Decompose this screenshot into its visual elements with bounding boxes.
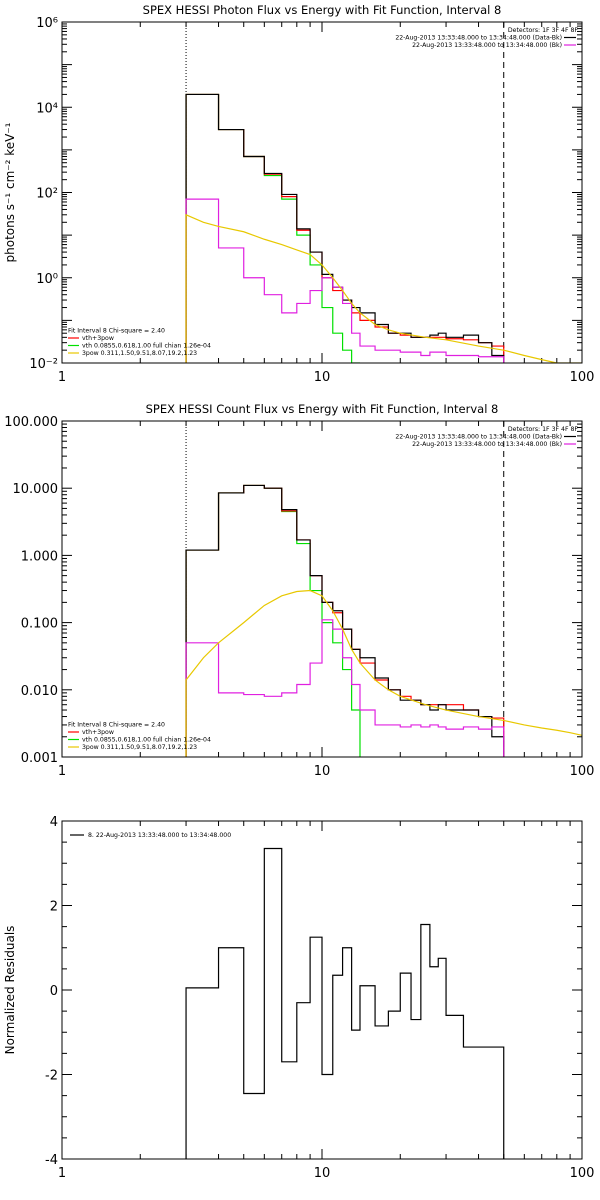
legend-entry: 22-Aug-2013 13:33:48.000 to 13:34:48.000…: [412, 441, 562, 448]
legend-entry: 22-Aug-2013 13:33:48.000 to 13:34:48.000…: [412, 42, 562, 49]
legend-entry: vth+3pow: [82, 729, 114, 736]
y-tick-label: 10.000: [13, 482, 59, 497]
y-tick-label: -2: [45, 1069, 58, 1084]
series-group: [185, 484, 582, 757]
y-tick-label: 0.001: [21, 751, 58, 766]
plot-frame: [61, 420, 583, 758]
series-group: [185, 847, 505, 1159]
series-line: [185, 93, 360, 363]
y-tick-label: 10⁴: [36, 101, 58, 116]
y-tick-label: -4: [45, 1153, 58, 1168]
y-axis-label: Normalized Residuals: [3, 926, 17, 1055]
series-line: [185, 484, 505, 757]
x-tick-label: 1: [58, 370, 66, 385]
legend-entry: 22-Aug-2013 13:33:48.000 to 13:34:48.000…: [395, 434, 562, 441]
y-tick-label: 2: [50, 900, 58, 915]
photon-flux-panel: SPEX HESSI Photon Flux vs Energy with Fi…: [3, 3, 594, 385]
chart-title: SPEX HESSI Count Flux vs Energy with Fit…: [146, 402, 499, 416]
x-tick-label: 100: [570, 1166, 595, 1181]
legend-entry: 3pow 0.311,1.50,9.51,8.07,19.2,1.23: [82, 744, 197, 751]
legend-entry: vth 0.0855,0.618,1.00 full chian 1.26e-0…: [82, 737, 211, 744]
legend-entry: Fit Interval 8 Chi-square = 2.40: [68, 722, 165, 729]
legend-entry: vth+3pow: [82, 335, 114, 342]
plot-frame: [61, 820, 583, 1160]
y-tick-label: 10⁶: [36, 16, 58, 31]
y-axis-label: photons s⁻¹ cm⁻² keV⁻¹: [3, 122, 17, 262]
series-group: [185, 93, 582, 363]
residuals-panel: Normalized Residuals 1 10 100 -4 -2 0 2 4 8. 22-A…: [3, 815, 594, 1181]
series-line: [185, 93, 505, 363]
x-tick-label: 1: [58, 1166, 66, 1181]
series-line: [185, 589, 582, 757]
plot-frame: [61, 21, 583, 364]
legend-entry: Detectors: 1F 3F 4F 8F: [508, 426, 579, 433]
legend-entry: Detectors: 1F 3F 4F 8F: [508, 27, 579, 34]
x-tick-label: 1: [58, 764, 66, 779]
series-line: [185, 93, 505, 363]
y-tick-label: 1.000: [21, 549, 58, 564]
y-tick-label: 100.000: [4, 415, 58, 430]
x-tick-label: 10: [314, 370, 331, 385]
legend-entry: 22-Aug-2013 13:33:48.000 to 13:34:48.000…: [395, 35, 562, 42]
x-tick-label: 100: [570, 764, 595, 779]
x-tick-label: 10: [314, 764, 331, 779]
y-tick-label: 0.010: [21, 684, 58, 699]
chart-title: SPEX HESSI Photon Flux vs Energy with Fi…: [143, 3, 502, 17]
y-tick-label: 4: [50, 815, 58, 830]
count-flux-panel: SPEX HESSI Count Flux vs Energy with Fit…: [4, 402, 594, 779]
x-tick-label: 10: [314, 1166, 331, 1181]
legend-entry: vth 0.0855,0.618,1.00 full chian 1.26e-0…: [82, 343, 211, 350]
legend-entry: 8. 22-Aug-2013 13:33:48.000 to 13:34:48.…: [88, 832, 231, 839]
series-line: [185, 198, 505, 363]
y-tick-label: 10⁻²: [29, 357, 58, 372]
series-line: [185, 619, 505, 757]
y-tick-label: 10²: [36, 187, 58, 202]
x-tick-label: 100: [570, 370, 595, 385]
y-tick-label: 0.100: [21, 617, 58, 632]
y-tick-label: 0: [50, 984, 58, 999]
y-tick-label: 10⁰: [36, 272, 58, 287]
series-line: [185, 847, 505, 1159]
series-line: [185, 484, 505, 757]
legend-entry: 3pow 0.311,1.50,9.51,8.07,19.2,1.23: [82, 350, 197, 357]
series-line: [185, 484, 361, 757]
legend-entry: Fit Interval 8 Chi-square = 2.40: [68, 328, 165, 335]
series-line: [185, 213, 582, 363]
